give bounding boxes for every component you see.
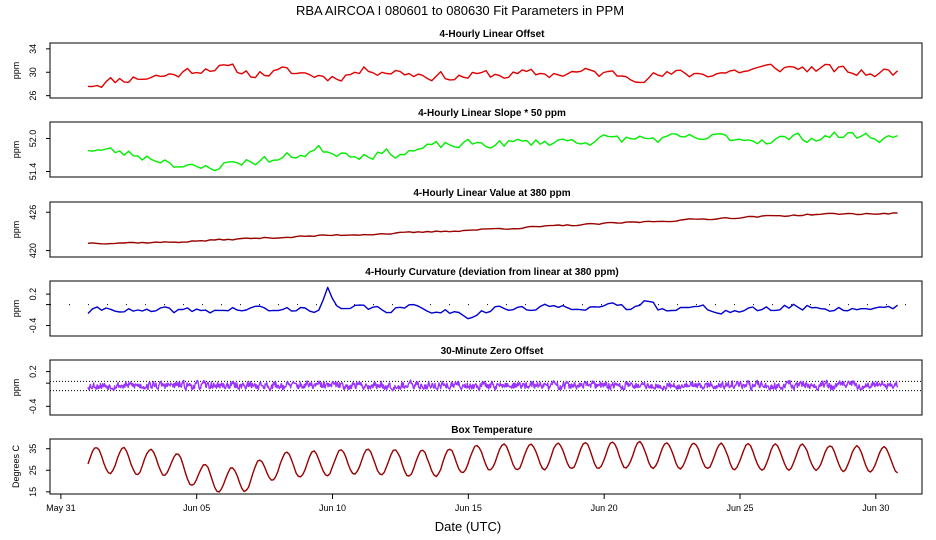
panel-frame [49, 201, 923, 258]
x-tick-label: Jun 20 [591, 503, 618, 513]
y-axis-label: ppm [11, 300, 21, 318]
x-tick-label: Jun 15 [455, 503, 482, 513]
panel-1: 4-Hourly Linear Offset ppm 26 30 34 [11, 29, 923, 101]
panel-title: 4-Hourly Curvature (deviation from linea… [365, 267, 618, 278]
panels: 4-Hourly Linear Offsetppm2630344-Hourly … [11, 29, 923, 497]
panel-title: Box Temperature [451, 425, 533, 436]
y-tick-label: 35 [28, 444, 38, 454]
panel-frame [49, 121, 923, 178]
panel-frame [49, 42, 923, 99]
y-tick-label: 426 [28, 205, 38, 220]
data-series [87, 379, 899, 392]
x-axis: May 31 Jun 05 Jun 10 Jun 15 Jun 20 Jun 25 Jun … [46, 494, 889, 513]
panel-title: 4-Hourly Linear Value at 380 ppm [413, 188, 570, 199]
x-tick-label: Jun 10 [319, 503, 346, 513]
panel-title: 30-Minute Zero Offset [441, 346, 544, 357]
y-tick-label: 25 [28, 465, 38, 475]
panel-6: Box Temperature Degrees C 15 25 35 [11, 425, 923, 497]
y-tick-label: 0.2 [28, 365, 38, 378]
data-series [87, 131, 898, 172]
panel-3: 4-Hourly Linear Value at 380 ppm ppm 420 42… [11, 188, 923, 258]
data-series [87, 440, 899, 493]
y-tick-label: 51.4 [28, 163, 38, 181]
y-tick-label: 420 [28, 243, 38, 258]
panel-frame [49, 438, 923, 495]
x-tick-label: May 31 [46, 503, 76, 513]
y-tick-label: 15 [28, 487, 38, 497]
panel-4: 4-Hourly Curvature (deviation from linea… [11, 267, 923, 337]
y-tick-label: -0.4 [28, 399, 38, 415]
panel-2: 4-Hourly Linear Slope * 50 ppm ppm 51.4 52.… [11, 108, 923, 181]
y-axis-label: ppm [11, 221, 21, 239]
x-tick-label: Jun 25 [726, 503, 753, 513]
x-axis-label: Date (UTC) [435, 519, 501, 534]
y-axis-label: ppm [11, 141, 21, 159]
panel-5: 30-Minute Zero Offset ppm -0.4 0.2 [11, 346, 923, 416]
y-tick-label: 30 [28, 67, 38, 77]
y-axis-label: Degrees C [11, 444, 21, 488]
data-series [87, 63, 899, 89]
y-tick-label: 34 [28, 44, 38, 54]
y-tick-label: 0.2 [28, 288, 38, 301]
y-axis-label: ppm [11, 379, 21, 397]
main-title: RBA AIRCOA I 080601 to 080630 Fit Parame… [296, 3, 624, 18]
panel-frame [49, 280, 923, 337]
panel-title: 4-Hourly Linear Offset [439, 29, 545, 40]
x-tick-label: Jun 30 [862, 503, 889, 513]
data-series [87, 286, 899, 320]
y-tick-label: 52.0 [28, 130, 38, 148]
y-tick-label: -0.4 [28, 318, 38, 334]
y-axis-label: ppm [11, 62, 21, 80]
x-tick-label: Jun 05 [183, 503, 210, 513]
y-tick-label: 26 [28, 91, 38, 101]
panel-title: 4-Hourly Linear Slope * 50 ppm [418, 108, 566, 119]
panel-frame [49, 359, 923, 416]
data-series [87, 212, 898, 245]
